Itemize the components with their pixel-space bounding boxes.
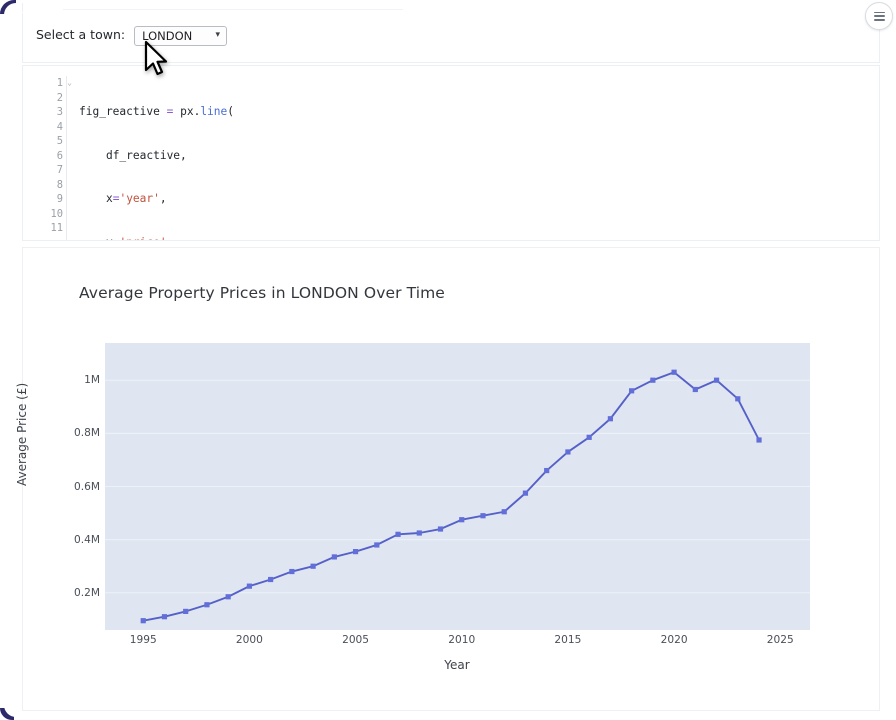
data-point-marker bbox=[289, 568, 295, 575]
plotly-figure[interactable]: Average Property Prices in LONDON Over T… bbox=[15, 248, 881, 710]
data-point-marker bbox=[204, 602, 210, 608]
code-editor[interactable]: 1 ⌄ 2 3 4 5 6 7 8 9 10 11 fig_reactive = … bbox=[23, 76, 879, 240]
notebook-surface: Select a town: LONDON ▾ 1 ⌄ 2 3 4 5 6 7 8… bbox=[4, 3, 894, 717]
data-point-marker bbox=[395, 531, 401, 537]
previous-cell-sliver bbox=[22, 3, 878, 12]
line-number: 5 bbox=[56, 135, 63, 148]
hamburger-menu-button[interactable] bbox=[865, 2, 893, 30]
data-point-marker bbox=[459, 517, 465, 523]
line-number: 4 bbox=[56, 120, 63, 133]
line-number: 3 bbox=[56, 106, 63, 119]
data-point-marker bbox=[352, 549, 359, 555]
data-point-marker bbox=[374, 542, 380, 548]
line-number-text: 1 bbox=[56, 77, 63, 89]
data-point-marker bbox=[161, 614, 168, 620]
code-text[interactable]: fig_reactive = px.line( df_reactive, x='… bbox=[67, 76, 564, 240]
data-point-marker bbox=[735, 396, 741, 402]
data-point-marker bbox=[607, 416, 613, 422]
previous-cell-content bbox=[63, 3, 403, 10]
code-cell[interactable]: 1 ⌄ 2 3 4 5 6 7 8 9 10 11 fig_reactive = … bbox=[22, 65, 880, 241]
data-point-marker bbox=[225, 594, 231, 600]
line-number-gutter: 1 ⌄ 2 3 4 5 6 7 8 9 10 11 bbox=[23, 76, 72, 240]
hamburger-menu-icon bbox=[873, 11, 885, 21]
series-line-chart bbox=[105, 369, 810, 624]
x-tick-label: 2015 bbox=[554, 634, 582, 646]
plot-area[interactable] bbox=[105, 343, 810, 630]
data-point-marker bbox=[692, 386, 698, 393]
series-markers bbox=[140, 369, 762, 624]
y-tick-label: 1M bbox=[84, 374, 100, 387]
x-tick-label: 2000 bbox=[235, 634, 263, 646]
data-point-marker bbox=[565, 449, 571, 455]
data-point-marker bbox=[140, 618, 146, 624]
town-select-wrapper[interactable]: LONDON ▾ bbox=[134, 25, 228, 46]
y-tick-label: 0.4M bbox=[74, 533, 100, 546]
town-selector-cell: Select a town: LONDON ▾ bbox=[22, 13, 880, 63]
y-tick-label: 0.6M bbox=[74, 480, 100, 493]
line-number: 10 bbox=[50, 207, 63, 220]
line-number: 7 bbox=[56, 164, 63, 177]
chart-title: Average Property Prices in LONDON Over T… bbox=[79, 284, 445, 302]
x-axis-ticks: 1995 2000 2005 2010 2015 2020 2025 bbox=[105, 632, 810, 652]
y-axis-title: Average Price (£) bbox=[15, 382, 29, 486]
series-polyline bbox=[142, 371, 760, 622]
x-tick-label: 2010 bbox=[448, 634, 476, 646]
data-point-marker bbox=[310, 563, 316, 569]
line-number: 2 bbox=[56, 91, 63, 104]
data-point-marker bbox=[480, 513, 486, 519]
data-point-marker bbox=[713, 377, 720, 383]
data-point-marker bbox=[629, 388, 635, 394]
x-tick-label: 2025 bbox=[766, 634, 794, 646]
data-point-marker bbox=[268, 576, 274, 583]
x-tick-label: 1995 bbox=[129, 634, 157, 646]
y-axis-ticks: 0.2M 0.4M 0.6M 0.8M 1M bbox=[45, 343, 100, 630]
data-point-marker bbox=[331, 554, 337, 560]
data-point-marker bbox=[246, 583, 252, 589]
y-tick-label: 0.8M bbox=[74, 427, 100, 440]
data-point-marker bbox=[437, 526, 444, 532]
code-line: y='price', bbox=[79, 236, 564, 240]
line-number: 1 ⌄ bbox=[23, 76, 72, 91]
line-number: 8 bbox=[56, 178, 63, 191]
chart-output-cell: Average Property Prices in LONDON Over T… bbox=[15, 247, 881, 711]
town-selector-row: Select a town: LONDON ▾ bbox=[36, 25, 228, 46]
x-tick-label: 2005 bbox=[342, 634, 370, 646]
data-point-marker bbox=[544, 467, 550, 474]
line-number: 11 bbox=[50, 222, 63, 235]
line-number: 9 bbox=[56, 193, 63, 206]
gridlines bbox=[105, 379, 810, 594]
code-fold-icon[interactable]: ⌄ bbox=[67, 78, 72, 87]
line-number: 6 bbox=[56, 149, 63, 162]
data-point-marker bbox=[650, 377, 656, 383]
x-tick-label: 2020 bbox=[660, 634, 688, 646]
code-line: fig_reactive = px.line( bbox=[79, 105, 235, 119]
town-select[interactable]: LONDON bbox=[134, 26, 228, 46]
data-point-marker bbox=[183, 608, 189, 614]
data-point-marker bbox=[756, 437, 762, 443]
data-point-marker bbox=[416, 530, 422, 536]
data-point-marker bbox=[501, 509, 507, 515]
data-point-marker bbox=[522, 490, 529, 496]
data-point-marker bbox=[671, 369, 677, 375]
code-line: df_reactive, bbox=[105, 148, 187, 162]
town-selector-label: Select a town: bbox=[36, 27, 126, 43]
x-axis-title: Year bbox=[444, 658, 470, 672]
y-tick-label: 0.2M bbox=[74, 586, 100, 599]
data-point-marker bbox=[586, 434, 592, 440]
code-line: x='year', bbox=[105, 192, 167, 206]
